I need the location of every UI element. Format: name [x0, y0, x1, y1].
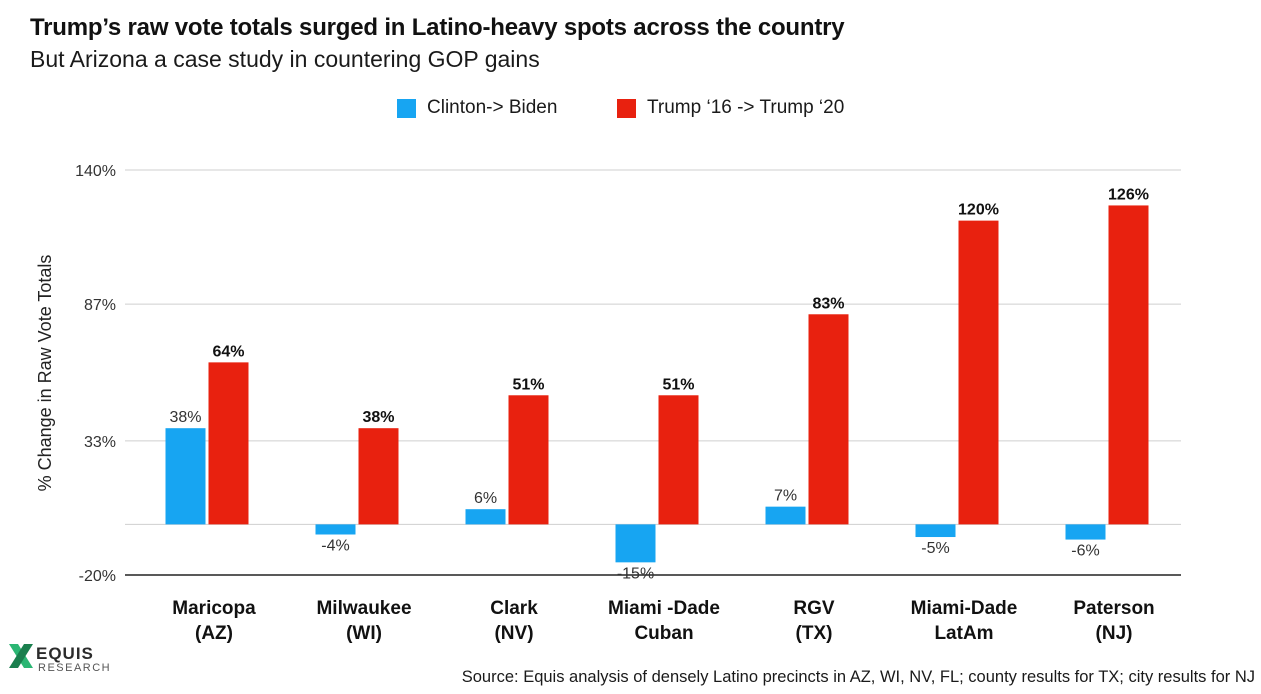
bar-biden — [915, 524, 956, 538]
legend-swatch-trump — [617, 98, 636, 118]
category-label: (NV) — [494, 623, 533, 644]
legend-item-biden: Clinton-> Biden — [397, 97, 557, 119]
bar-biden — [465, 509, 506, 525]
data-label-trump: 83% — [812, 295, 844, 312]
bar-trump — [358, 428, 399, 525]
y-axis-label: % Change in Raw Vote Totals — [35, 255, 55, 492]
y-tick-label: -20% — [79, 568, 116, 585]
category-label: Miami -Dade — [608, 598, 720, 619]
category-label: (WI) — [346, 623, 382, 644]
legend-item-trump: Trump ‘16 -> Trump ‘20 — [617, 97, 844, 119]
y-tick-label: 140% — [75, 163, 116, 180]
bar-trump — [658, 395, 699, 525]
category-label: LatAm — [934, 623, 993, 644]
category-label: Maricopa — [172, 598, 256, 619]
legend-label-trump: Trump ‘16 -> Trump ‘20 — [647, 97, 845, 118]
bar-trump — [808, 314, 849, 525]
data-label-biden: -4% — [321, 538, 349, 555]
category-label: Paterson — [1073, 598, 1154, 619]
bar-biden — [165, 428, 206, 525]
bar-trump — [508, 395, 549, 525]
data-label-biden: 7% — [774, 488, 797, 505]
category-label: Cuban — [634, 623, 693, 644]
bar-biden — [315, 524, 356, 535]
category-label: (NJ) — [1096, 623, 1133, 644]
y-tick-label: 33% — [84, 434, 116, 451]
category-label: RGV — [793, 598, 835, 619]
data-label-biden: 6% — [474, 490, 497, 507]
data-label-biden: -6% — [1071, 543, 1099, 560]
data-label-biden: -15% — [617, 565, 654, 582]
chart-title: Trump’s raw vote totals surged in Latino… — [30, 14, 845, 41]
legend-label-biden: Clinton-> Biden — [427, 97, 558, 118]
bar-biden — [615, 524, 656, 563]
logo-main-text: EQUIS — [36, 644, 94, 663]
data-label-trump: 120% — [958, 202, 999, 219]
data-label-trump: 64% — [212, 343, 244, 360]
legend: Clinton-> Biden Trump ‘16 -> Trump ‘20 — [0, 97, 1261, 127]
source-note: Source: Equis analysis of densely Latino… — [461, 668, 1255, 686]
bar-biden — [765, 506, 806, 525]
data-label-trump: 51% — [512, 376, 544, 393]
chart-subtitle: But Arizona a case study in countering G… — [30, 46, 540, 72]
equis-x-icon — [9, 644, 33, 668]
category-label: Milwaukee — [316, 598, 411, 619]
bar-trump — [1108, 205, 1149, 525]
data-label-trump: 51% — [662, 376, 694, 393]
equis-logo: EQUIS RESEARCH — [8, 642, 110, 675]
bar-trump — [208, 362, 249, 525]
category-label: Miami-Dade — [911, 598, 1018, 619]
bar-biden — [1065, 524, 1106, 540]
data-label-biden: -5% — [921, 540, 949, 557]
legend-swatch-biden — [397, 98, 416, 118]
data-label-biden: 38% — [169, 409, 201, 426]
data-label-trump: 38% — [362, 409, 394, 426]
y-tick-label: 87% — [84, 297, 116, 314]
bar-trump — [958, 220, 999, 525]
logo-sub-text: RESEARCH — [38, 662, 112, 674]
category-label: (TX) — [796, 623, 833, 644]
category-label: Clark — [490, 598, 538, 619]
data-label-trump: 126% — [1108, 186, 1149, 203]
category-label: (AZ) — [195, 623, 233, 644]
